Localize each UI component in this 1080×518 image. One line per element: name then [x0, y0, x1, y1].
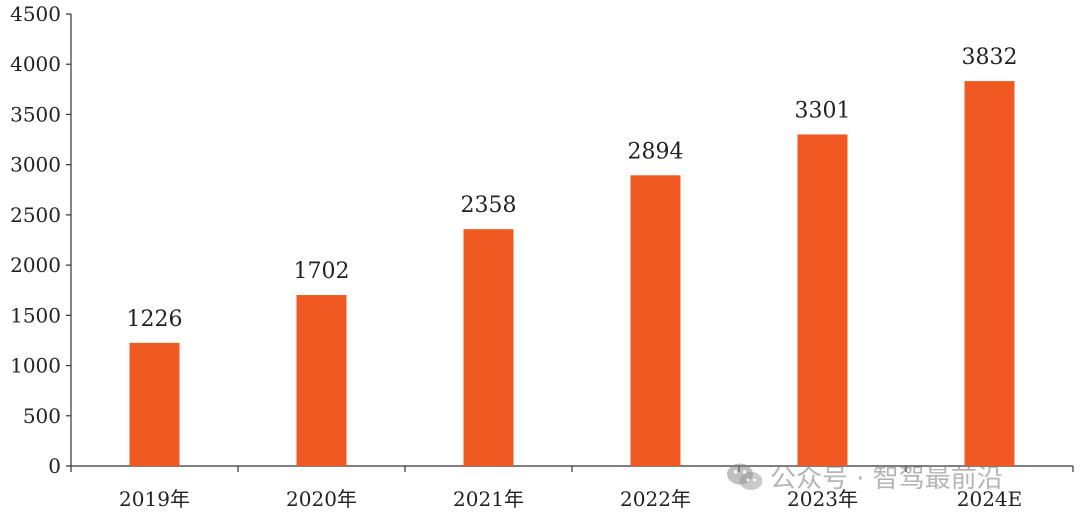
x-tick-label: 2021年	[453, 487, 524, 511]
bar	[964, 81, 1015, 466]
y-tick-label: 2000	[10, 253, 61, 277]
y-tick-label: 1000	[10, 354, 61, 378]
bar	[296, 295, 347, 466]
bar-value-label: 2358	[461, 193, 517, 218]
watermark-text: 公众号 · 智驾最前沿	[770, 464, 1003, 494]
bar	[463, 229, 514, 466]
wechat-icon	[727, 463, 763, 490]
bars	[129, 81, 1015, 466]
y-tick-label: 3500	[10, 102, 61, 126]
watermark: 公众号 · 智驾最前沿	[726, 458, 1003, 495]
x-tick-label: 2022年	[620, 487, 691, 511]
y-tick-label: 2500	[10, 203, 61, 227]
x-tick-label: 2019年	[119, 487, 190, 511]
y-tick-label: 3000	[10, 153, 61, 177]
bar-value-label: 3832	[962, 45, 1018, 70]
x-axis: 2019年 2020年 2021年 2022年 2023年 2024E	[70, 465, 1074, 511]
data-labels: 1226 1702 2358 2894 3301 3832	[127, 45, 1018, 332]
y-tick-label: 4000	[10, 52, 61, 76]
y-tick-label: 1500	[10, 303, 61, 327]
bar	[630, 175, 681, 466]
x-tick-label: 2020年	[286, 487, 357, 511]
y-axis: 0 500 1000 1500 2000 2500 3000 3500 4000 4500	[10, 2, 72, 478]
x-tick-label: 2023年	[787, 487, 858, 511]
x-tick-label: 2024E	[957, 487, 1023, 511]
y-tick-label: 500	[23, 404, 61, 428]
bar-value-label: 3301	[795, 98, 851, 123]
y-tick-label: 0	[48, 454, 61, 478]
bar	[129, 342, 180, 466]
bar-value-label: 1702	[294, 259, 350, 284]
bar	[797, 134, 848, 466]
bar-value-label: 1226	[127, 307, 183, 332]
bar-value-label: 2894	[628, 139, 684, 164]
y-tick-label: 4500	[10, 2, 61, 26]
